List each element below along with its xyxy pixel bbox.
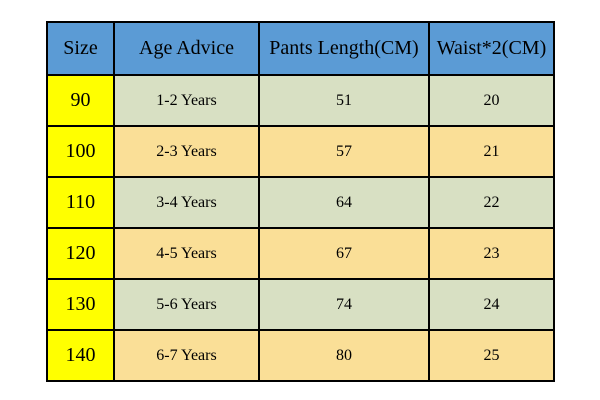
cell-size: 100 bbox=[46, 125, 115, 178]
table-row: 100 2-3 Years 57 21 bbox=[46, 125, 555, 178]
table-row: 140 6-7 Years 80 25 bbox=[46, 329, 555, 382]
table-row: 130 5-6 Years 74 24 bbox=[46, 278, 555, 331]
cell-waist: 23 bbox=[428, 227, 555, 280]
cell-age: 5-6 Years bbox=[113, 278, 260, 331]
cell-size: 140 bbox=[46, 329, 115, 382]
header-row: Size Age Advice Pants Length(CM) Waist*2… bbox=[46, 21, 555, 76]
cell-waist: 25 bbox=[428, 329, 555, 382]
cell-length: 57 bbox=[258, 125, 430, 178]
header-age-advice: Age Advice bbox=[113, 21, 260, 76]
cell-waist: 24 bbox=[428, 278, 555, 331]
cell-length: 74 bbox=[258, 278, 430, 331]
cell-waist: 21 bbox=[428, 125, 555, 178]
cell-length: 67 bbox=[258, 227, 430, 280]
header-size: Size bbox=[46, 21, 115, 76]
table-row: 120 4-5 Years 67 23 bbox=[46, 227, 555, 280]
cell-length: 64 bbox=[258, 176, 430, 229]
table-row: 90 1-2 Years 51 20 bbox=[46, 74, 555, 127]
table-row: 110 3-4 Years 64 22 bbox=[46, 176, 555, 229]
cell-age: 6-7 Years bbox=[113, 329, 260, 382]
header-waist: Waist*2(CM) bbox=[428, 21, 555, 76]
cell-length: 51 bbox=[258, 74, 430, 127]
cell-size: 110 bbox=[46, 176, 115, 229]
cell-size: 90 bbox=[46, 74, 115, 127]
cell-waist: 22 bbox=[428, 176, 555, 229]
header-pants-length: Pants Length(CM) bbox=[258, 21, 430, 76]
cell-size: 120 bbox=[46, 227, 115, 280]
cell-age: 4-5 Years bbox=[113, 227, 260, 280]
cell-size: 130 bbox=[46, 278, 115, 331]
cell-age: 1-2 Years bbox=[113, 74, 260, 127]
cell-length: 80 bbox=[258, 329, 430, 382]
cell-waist: 20 bbox=[428, 74, 555, 127]
size-chart-table: Size Age Advice Pants Length(CM) Waist*2… bbox=[46, 21, 555, 382]
cell-age: 2-3 Years bbox=[113, 125, 260, 178]
cell-age: 3-4 Years bbox=[113, 176, 260, 229]
